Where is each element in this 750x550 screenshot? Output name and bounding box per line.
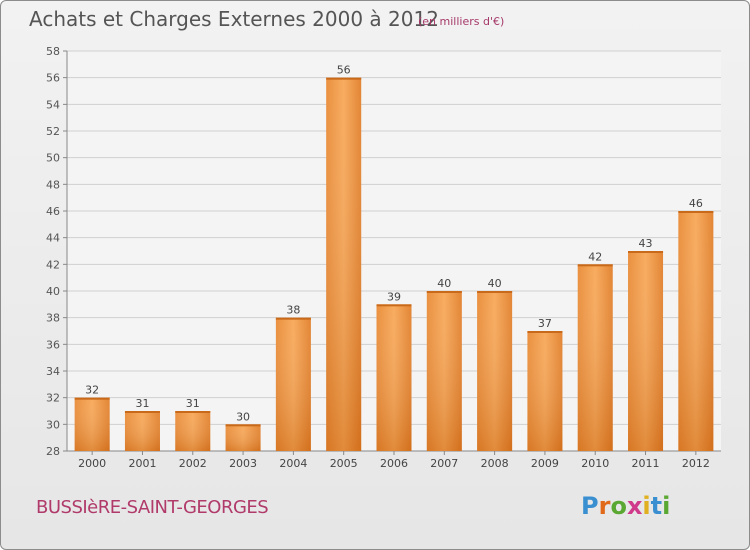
bar-top-2009: [527, 331, 563, 333]
x-tick-label: 2004: [279, 457, 307, 470]
bar-top-2007: [426, 291, 462, 293]
bar-value-label: 30: [236, 410, 250, 423]
x-tick-label: 2010: [581, 457, 609, 470]
x-tick-label: 2005: [330, 457, 358, 470]
y-tick-label: 38: [46, 312, 60, 325]
bar-shade-2005: [326, 77, 362, 452]
bar-value-label: 39: [387, 290, 401, 303]
bar-value-label: 31: [186, 397, 200, 410]
bar-shade-2001: [124, 411, 160, 451]
bar-value-label: 40: [488, 277, 502, 290]
y-tick-label: 28: [46, 445, 60, 458]
y-tick-label: 44: [46, 232, 60, 245]
bar-top-2004: [275, 317, 311, 320]
bar-top-2011: [628, 251, 664, 253]
y-tick-label: 40: [46, 285, 60, 298]
chart-unit-note: (en milliers d'€): [418, 15, 505, 28]
bar-value-label: 46: [689, 197, 703, 210]
y-tick-label: 48: [46, 178, 60, 191]
bar-shade-2012: [678, 211, 714, 451]
bar-value-label: 37: [538, 317, 552, 330]
x-tick-label: 2011: [632, 457, 660, 470]
bar-top-2005: [326, 77, 362, 80]
y-tick-label: 50: [46, 152, 60, 165]
bar-top-2001: [124, 411, 160, 413]
bar-shade-2006: [376, 304, 412, 451]
x-tick-label: 2003: [229, 457, 257, 470]
bar-shade-2000: [74, 397, 110, 451]
bar-value-label: 32: [85, 384, 99, 397]
x-tick-label: 2008: [481, 457, 509, 470]
bar-shade-2004: [275, 317, 311, 451]
bar-shade-2003: [225, 424, 261, 451]
y-tick-label: 34: [46, 365, 60, 378]
bar-top-2000: [74, 397, 110, 400]
x-tick-label: 2001: [128, 457, 156, 470]
proxiti-logo: Proxiti: [581, 492, 671, 520]
bar-top-2010: [577, 264, 613, 267]
bar-shade-2007: [426, 291, 462, 451]
y-tick-label: 58: [46, 45, 60, 58]
chart-title: Achats et Charges Externes 2000 à 2012: [29, 7, 439, 31]
bar-value-label: 43: [639, 237, 653, 250]
y-tick-label: 46: [46, 205, 60, 218]
bar-top-2012: [678, 211, 714, 213]
x-tick-label: 2007: [430, 457, 458, 470]
x-tick-label: 2012: [682, 457, 710, 470]
bar-shade-2011: [628, 251, 664, 451]
bar-shade-2010: [577, 264, 613, 451]
bar-value-label: 38: [286, 304, 300, 317]
y-tick-label: 42: [46, 258, 60, 271]
x-tick-label: 2002: [179, 457, 207, 470]
bar-top-2003: [225, 424, 261, 427]
y-tick-label: 54: [46, 98, 60, 111]
y-tick-label: 56: [46, 72, 60, 85]
bar-top-2006: [376, 304, 412, 307]
x-tick-label: 2006: [380, 457, 408, 470]
y-tick-label: 36: [46, 338, 60, 351]
y-tick-label: 30: [46, 418, 60, 431]
x-tick-label: 2000: [78, 457, 106, 470]
bar-shade-2008: [477, 291, 513, 451]
commune-name: BUSSIèRE-SAINT-GEORGES: [36, 497, 269, 518]
y-tick-label: 32: [46, 392, 60, 405]
bar-value-label: 42: [588, 250, 602, 263]
y-tick-label: 52: [46, 125, 60, 138]
bar-shade-2009: [527, 331, 563, 451]
bar-top-2002: [175, 411, 211, 413]
bar-top-2008: [477, 291, 513, 293]
bar-value-label: 31: [135, 397, 149, 410]
bar-value-label: 56: [337, 64, 351, 77]
x-tick-label: 2009: [531, 457, 559, 470]
bar-shade-2002: [175, 411, 211, 451]
bar-value-label: 40: [437, 277, 451, 290]
